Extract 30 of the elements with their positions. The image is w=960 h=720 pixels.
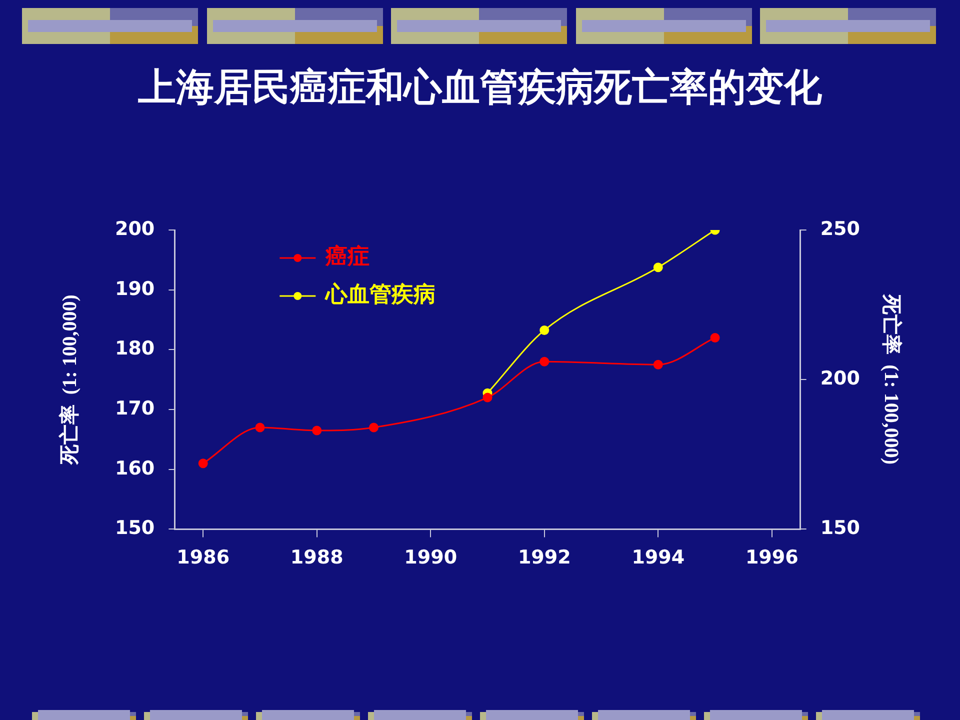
point <box>653 360 663 370</box>
y2-tick-label: 200 <box>820 368 860 390</box>
y-tick-label: 170 <box>114 397 155 420</box>
y-axis-title: 死亡率 (1: 100,000) <box>58 294 82 466</box>
point <box>710 332 720 342</box>
x-tick-label: 1996 <box>745 546 798 569</box>
point <box>255 422 265 432</box>
y-tick-label: 150 <box>114 517 155 540</box>
x-tick-label: 1988 <box>290 546 344 569</box>
point <box>540 325 550 335</box>
point <box>653 262 663 272</box>
x-tick-label: 1990 <box>404 546 458 569</box>
legend-label: 癌症 <box>324 244 370 269</box>
y-tick-label: 200 <box>114 218 155 240</box>
y2-tick-label: 250 <box>820 218 860 240</box>
point <box>198 458 208 468</box>
y-tick-label: 160 <box>114 457 155 480</box>
x-tick-label: 1994 <box>632 546 685 569</box>
y2-tick-label: 150 <box>820 517 860 540</box>
x-tick-label: 1986 <box>176 546 230 569</box>
legend-label: 心血管疾病 <box>324 282 436 307</box>
point <box>368 422 378 432</box>
y2-axis-title: 死亡率 (1: 100,000) <box>880 294 903 465</box>
y-tick-label: 190 <box>114 278 155 300</box>
point <box>540 356 550 366</box>
point <box>482 392 492 402</box>
x-tick-label: 1992 <box>518 546 571 569</box>
chart-title: 上海居民癌症和心血管疾病死亡率的变化 <box>137 64 823 111</box>
point <box>312 426 322 436</box>
y-tick-label: 180 <box>114 338 155 360</box>
